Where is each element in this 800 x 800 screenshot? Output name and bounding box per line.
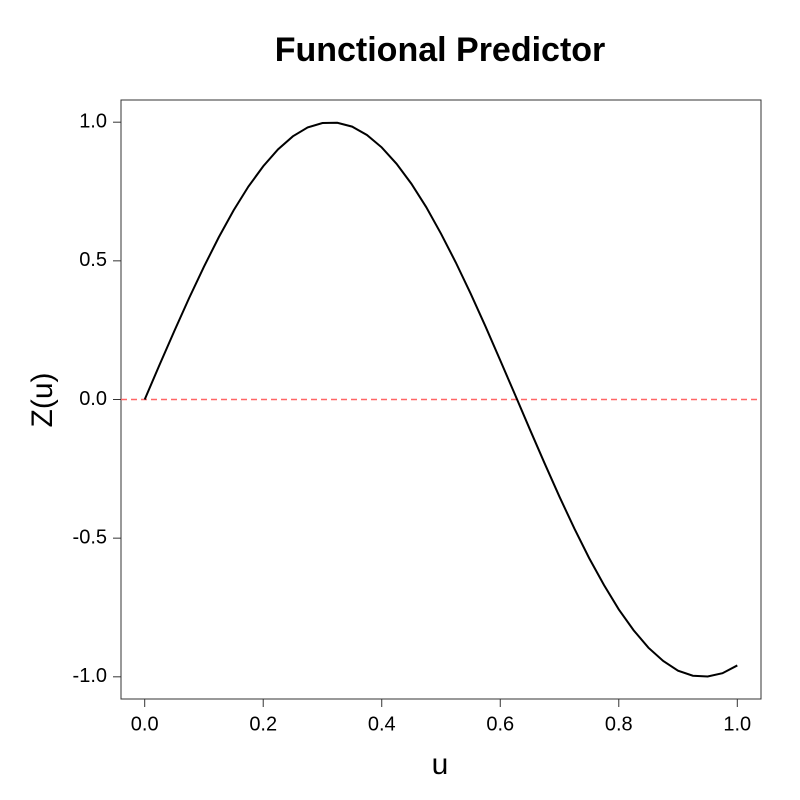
x-axis-label: u bbox=[432, 748, 449, 781]
x-tick-label: 0.8 bbox=[605, 713, 633, 735]
x-tick-label: 0.4 bbox=[368, 713, 396, 735]
y-axis-label: Z(u) bbox=[26, 373, 59, 428]
chart-title: Functional Predictor bbox=[275, 31, 606, 69]
y-tick-label: -0.5 bbox=[73, 526, 107, 548]
data-line bbox=[143, 121, 738, 678]
x-tick-label: 0.6 bbox=[486, 713, 514, 735]
y-tick-label: 1.0 bbox=[79, 110, 107, 132]
y-tick-label: 0.5 bbox=[79, 249, 107, 271]
x-tick-label: 0.2 bbox=[249, 713, 277, 735]
y-tick-label: 0.0 bbox=[79, 388, 107, 410]
y-tick-label: -1.0 bbox=[73, 665, 107, 687]
x-tick-label: 1.0 bbox=[723, 713, 751, 735]
x-tick-label: 0.0 bbox=[131, 713, 159, 735]
